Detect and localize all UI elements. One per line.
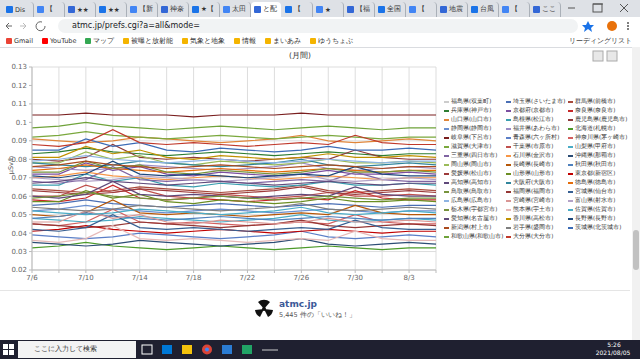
- html-text:千葉県(市原市): 千葉県(市原市): [513, 143, 554, 149]
- svg-text:0.07: 0.07: [11, 174, 27, 182]
- svg-text:0.1: 0.1: [16, 119, 27, 127]
- html-text:【福: 【福: [356, 5, 370, 13]
- html-text:と配: と配: [263, 5, 277, 13]
- html-text:島根県(松江市): 島根県(松江市): [513, 116, 554, 122]
- html-text:福島県(双葉町): 福島県(双葉町): [451, 98, 492, 104]
- svg-text:0.03: 0.03: [11, 248, 27, 256]
- html-text:栃木県(宇都宮市): 栃木県(宇都宮市): [451, 206, 498, 212]
- html-text:山口県(山口市): 山口県(山口市): [451, 116, 492, 122]
- html-text:高知県(高知市): 高知県(高知市): [451, 179, 492, 185]
- svg-text:0.11: 0.11: [11, 100, 27, 108]
- html-text:沖縄県(那覇市): 沖縄県(那覇市): [575, 152, 616, 158]
- html-text:YouTube: YouTube: [50, 37, 77, 45]
- html-text:宮崎県(宮崎市): 宮崎県(宮崎市): [513, 197, 554, 203]
- html-text:被曝と放射能: 被曝と放射能: [131, 36, 174, 45]
- html-text:全国: 全国: [387, 5, 401, 13]
- html-text:ここ: ここ: [542, 5, 556, 13]
- html-text:新潟県(村上市): 新潟県(村上市): [451, 224, 492, 230]
- html-text:岡山県(岡山市): 岡山県(岡山市): [451, 161, 492, 167]
- svg-text:0.04: 0.04: [11, 230, 27, 238]
- html-text:東京都(新宿区): 東京都(新宿区): [575, 170, 616, 176]
- html-text:Gmail: Gmail: [14, 37, 33, 45]
- html-text:青森県(六ヶ所村): 青森県(六ヶ所村): [513, 134, 560, 140]
- html-text:長野県(長野市): 長野県(長野市): [575, 215, 616, 221]
- html-text:2021/08/05: 2021/08/05: [595, 349, 631, 356]
- html-text:ゆうちょぶ: ゆうちょぶ: [318, 36, 354, 45]
- svg-text:0.05: 0.05: [11, 211, 27, 219]
- html-text:5:26: 5:26: [607, 341, 621, 348]
- html-text:5,445 件の「いいね！」: 5,445 件の「いいね！」: [279, 311, 356, 319]
- html-text:奈良県(奈良市): 奈良県(奈良市): [575, 107, 616, 113]
- html-text:マップ: マップ: [93, 36, 115, 45]
- html-text:【新: 【新: [139, 5, 153, 13]
- svg-text:7/10: 7/10: [78, 274, 94, 282]
- html-text:ここに入力して検索: ここに入力して検索: [34, 345, 97, 353]
- html-text:徳島県(徳島市): 徳島県(徳島市): [575, 179, 616, 185]
- html-text:神奈: 神奈: [170, 5, 184, 13]
- svg-text:7/6: 7/6: [26, 274, 38, 282]
- svg-text:8/3: 8/3: [403, 274, 414, 282]
- svg-text:7/14: 7/14: [132, 274, 148, 282]
- html-text:埼玉県(さいたま市): 埼玉県(さいたま市): [513, 98, 566, 104]
- html-text:北海道(札幌市): 北海道(札幌市): [575, 125, 616, 131]
- html-text:鳥取県(鳥取市): 鳥取県(鳥取市): [451, 188, 492, 194]
- svg-text:0.09: 0.09: [11, 137, 27, 145]
- html-text:鹿児島県(鹿児島市): 鹿児島県(鹿児島市): [575, 116, 628, 122]
- html-text:大分県(大分市): 大分県(大分市): [513, 233, 554, 239]
- html-text:神奈川県(茅ヶ崎市): 神奈川県(茅ヶ崎市): [575, 134, 628, 140]
- html-text:山形県(山形市): 山形県(山形市): [513, 170, 554, 176]
- html-text:リーディングリスト: リーディングリスト: [569, 37, 632, 45]
- html-text:岩手県(盛岡市): 岩手県(盛岡市): [513, 224, 554, 230]
- html-text:広島県(広島市): 広島県(広島市): [451, 197, 492, 203]
- html-text:三重県(四日市市): 三重県(四日市市): [451, 152, 498, 158]
- html-text:atmc.jp/prefs.cgi?a=all&mode=: atmc.jp/prefs.cgi?a=all&mode=: [72, 21, 200, 30]
- svg-text:7/30: 7/30: [347, 274, 363, 282]
- html-text:台風: 台風: [480, 5, 494, 13]
- html-text:Dis: Dis: [15, 5, 26, 14]
- html-text:滋賀県(大津市): 滋賀県(大津市): [451, 143, 492, 149]
- html-text:茨城県(北茨城市): 茨城県(北茨城市): [575, 224, 622, 230]
- html-text:地震: 地震: [449, 5, 463, 13]
- html-text:石川県(金沢市): 石川県(金沢市): [513, 152, 554, 158]
- html-text:秋田県(秋田市): 秋田県(秋田市): [575, 161, 616, 167]
- html-text:富山県(射水市): 富山県(射水市): [575, 197, 616, 203]
- svg-text:7/26: 7/26: [293, 274, 309, 282]
- html-text:長崎県(長崎市): 長崎県(長崎市): [513, 161, 554, 167]
- svg-text:0.12: 0.12: [11, 82, 27, 90]
- svg-text:0.13: 0.13: [11, 63, 27, 71]
- html-text:福岡県(福岡市): 福岡県(福岡市): [513, 188, 554, 194]
- html-text:福井県(あわら市): 福井県(あわら市): [513, 125, 560, 131]
- svg-text:0.06: 0.06: [11, 193, 27, 201]
- html-text:和歌山県(和歌山市): 和歌山県(和歌山市): [451, 233, 504, 239]
- html-text:宮城県(仙台市): 宮城県(仙台市): [575, 188, 616, 194]
- html-text:兵庫県(神戸市): 兵庫県(神戸市): [451, 107, 492, 113]
- html-text:山梨県(甲府市): 山梨県(甲府市): [575, 143, 616, 149]
- html-text:気象と地象: 気象と地象: [190, 36, 226, 45]
- html-text:群馬県(前橋市): 群馬県(前橋市): [575, 98, 616, 104]
- svg-text:0.08: 0.08: [11, 156, 27, 164]
- html-text:atmc.jp: atmc.jp: [279, 299, 317, 309]
- svg-text:7/18: 7/18: [186, 274, 202, 282]
- html-text:μSv/h: μSv/h: [7, 155, 15, 175]
- html-text:佐賀県(佐賀市): 佐賀県(佐賀市): [575, 206, 616, 212]
- html-text:京都府(京都市): 京都府(京都市): [513, 107, 554, 113]
- html-text:(月間): (月間): [289, 51, 311, 60]
- html-text:まいあみ: まいあみ: [273, 36, 302, 45]
- html-text:岐阜県(下呂市): 岐阜県(下呂市): [451, 134, 492, 140]
- html-text:大阪府(大阪市): 大阪府(大阪市): [513, 179, 554, 185]
- html-text:静岡県(静岡市): 静岡県(静岡市): [451, 125, 492, 131]
- html-text:熊本県(宇土市): 熊本県(宇土市): [513, 206, 554, 212]
- svg-text:7/22: 7/22: [240, 274, 256, 282]
- html-text:愛媛県(松山市): 愛媛県(松山市): [451, 170, 492, 176]
- html-text:愛知県(名古屋市): 愛知県(名古屋市): [451, 215, 498, 221]
- svg-text:0.02: 0.02: [11, 266, 27, 274]
- html-text:太田: 太田: [232, 5, 246, 13]
- html-text:情報: 情報: [242, 36, 257, 45]
- html-text:香川県(高松市): 香川県(高松市): [513, 215, 554, 221]
